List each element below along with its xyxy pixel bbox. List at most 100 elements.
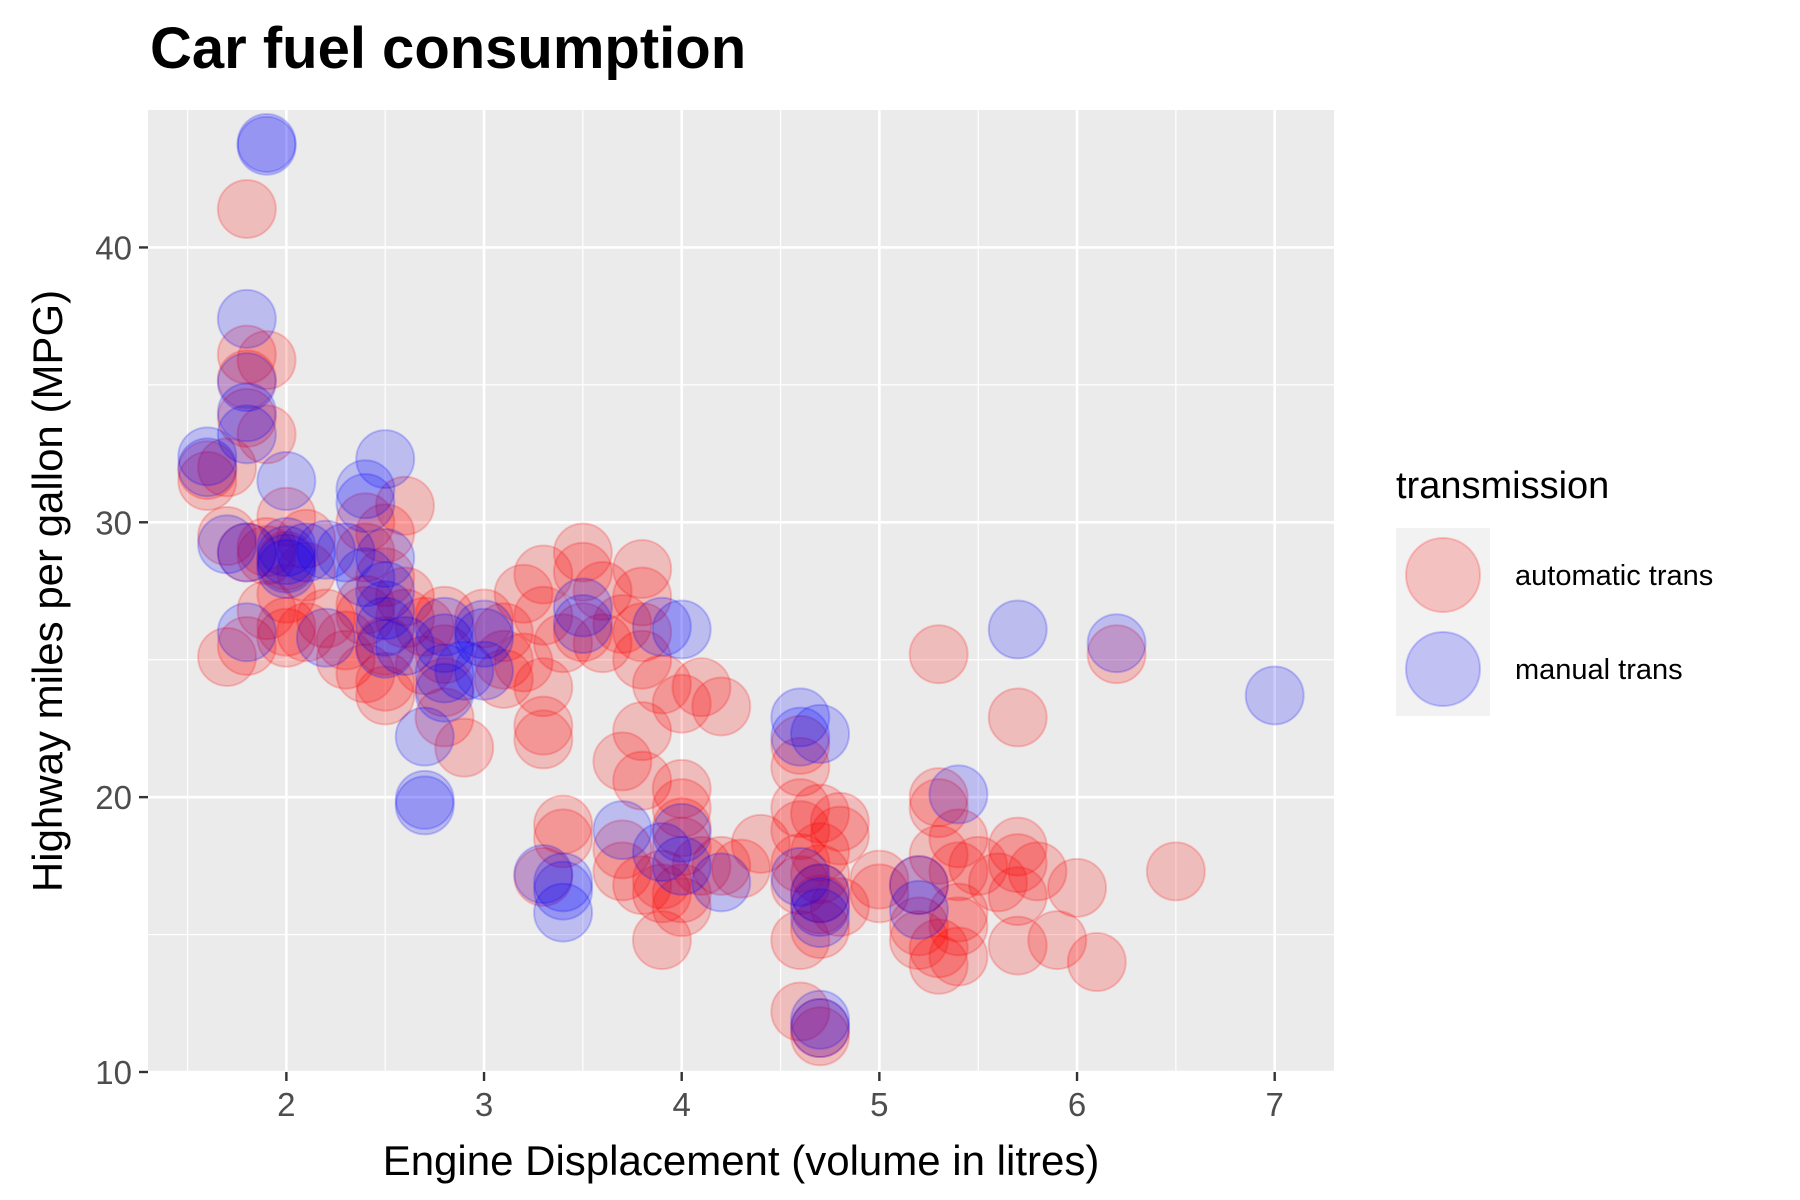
data-point-automatic-trans: [691, 676, 752, 737]
data-point-automatic-trans: [770, 981, 831, 1042]
data-point-automatic-trans: [1066, 932, 1127, 993]
data-point-automatic-trans: [612, 750, 673, 811]
data-point-manual-trans: [335, 473, 396, 534]
data-point-automatic-trans: [730, 813, 791, 874]
data-point-automatic-trans: [513, 846, 574, 907]
data-point-automatic-trans: [651, 877, 712, 938]
data-point-automatic-trans: [770, 833, 831, 894]
data-point-manual-trans: [355, 528, 416, 589]
data-point-manual-trans: [216, 602, 277, 663]
data-point-automatic-trans: [790, 899, 851, 960]
data-point-automatic-trans: [197, 506, 258, 567]
data-point-manual-trans: [454, 640, 515, 701]
data-point-automatic-trans: [790, 844, 851, 905]
data-point-automatic-trans: [612, 701, 673, 762]
data-point-manual-trans: [256, 539, 317, 600]
data-point-manual-trans: [216, 522, 277, 583]
data-point-automatic-trans: [809, 805, 870, 866]
data-point-automatic-trans: [809, 877, 870, 938]
data-point-automatic-trans: [987, 833, 1048, 894]
data-point-manual-trans: [216, 352, 277, 413]
data-point-automatic-trans: [908, 934, 969, 995]
data-point-automatic-trans: [394, 635, 455, 696]
data-point-manual-trans: [374, 615, 435, 676]
data-point-automatic-trans: [987, 687, 1048, 748]
data-point-automatic-trans: [928, 882, 989, 943]
data-point-automatic-trans: [651, 673, 712, 734]
data-point-automatic-trans: [473, 602, 534, 663]
data-point-automatic-trans: [651, 816, 712, 877]
data-point-automatic-trans: [1145, 841, 1206, 902]
x-tick-label: 2: [277, 1086, 295, 1123]
data-point-automatic-trans: [948, 835, 1009, 896]
data-point-automatic-trans: [809, 791, 870, 852]
data-point-manual-trans: [631, 822, 692, 883]
data-point-automatic-trans: [888, 896, 949, 957]
data-point-automatic-trans: [276, 602, 337, 663]
data-point-automatic-trans: [888, 855, 949, 916]
data-point-automatic-trans: [1047, 857, 1108, 918]
data-point-manual-trans: [770, 846, 831, 907]
y-axis-title: Highway miles per gallon (MPG): [24, 290, 71, 892]
data-point-manual-trans: [256, 525, 317, 586]
data-point-manual-trans: [434, 640, 495, 701]
data-point-automatic-trans: [513, 544, 574, 605]
data-point-manual-trans: [256, 451, 317, 512]
data-point-automatic-trans: [216, 324, 277, 385]
legend-key-manual-trans: [1405, 631, 1481, 707]
data-point-manual-trans: [315, 522, 376, 583]
data-point-automatic-trans: [908, 624, 969, 685]
data-point-automatic-trans: [671, 835, 732, 896]
data-point-manual-trans: [651, 599, 712, 660]
data-point-automatic-trans: [256, 596, 317, 657]
data-point-automatic-trans: [770, 800, 831, 861]
data-point-automatic-trans: [216, 522, 277, 583]
data-point-automatic-trans: [849, 849, 910, 910]
data-point-manual-trans: [533, 852, 594, 913]
data-point-automatic-trans: [631, 849, 692, 910]
legend-key-automatic-trans: [1405, 537, 1481, 613]
data-point-automatic-trans: [414, 585, 475, 646]
data-point-automatic-trans: [790, 998, 851, 1059]
data-point-automatic-trans: [493, 632, 554, 693]
data-point-manual-trans: [533, 860, 594, 921]
data-point-automatic-trans: [197, 437, 258, 498]
chart-title: Car fuel consumption: [150, 16, 746, 81]
data-point-automatic-trans: [928, 896, 989, 957]
data-point-automatic-trans: [355, 615, 416, 676]
data-point-manual-trans: [790, 989, 851, 1050]
data-point-manual-trans: [454, 599, 515, 660]
data-point-automatic-trans: [394, 596, 455, 657]
data-point-manual-trans: [335, 547, 396, 608]
data-point-manual-trans: [513, 844, 574, 905]
data-point-automatic-trans: [790, 783, 851, 844]
data-point-automatic-trans: [355, 503, 416, 564]
data-point-automatic-trans: [711, 838, 771, 899]
data-point-automatic-trans: [691, 835, 752, 896]
data-point-automatic-trans: [790, 863, 851, 924]
data-point-manual-trans: [256, 517, 317, 578]
data-point-manual-trans: [394, 706, 455, 767]
data-point-automatic-trans: [414, 624, 475, 685]
data-point-automatic-trans: [1007, 841, 1068, 902]
legend-label-automatic-trans: automatic trans: [1515, 560, 1713, 592]
data-point-automatic-trans: [612, 629, 673, 690]
legend-title: transmission: [1396, 465, 1609, 507]
data-point-manual-trans: [355, 618, 416, 679]
plot-panel: [148, 110, 1334, 1072]
data-point-automatic-trans: [552, 602, 613, 663]
y-tick-label: 30: [95, 504, 132, 541]
data-point-automatic-trans: [592, 731, 653, 792]
data-point-manual-trans: [256, 533, 317, 594]
data-point-automatic-trans: [1086, 624, 1147, 685]
data-point-automatic-trans: [335, 492, 396, 553]
data-point-automatic-trans: [592, 819, 653, 880]
x-tick-label: 3: [475, 1086, 493, 1123]
data-point-automatic-trans: [552, 522, 613, 583]
data-point-manual-trans: [552, 577, 613, 638]
data-point-automatic-trans: [987, 866, 1048, 927]
data-point-manual-trans: [928, 764, 989, 825]
data-point-manual-trans: [414, 662, 475, 723]
data-point-automatic-trans: [513, 709, 574, 770]
data-point-automatic-trans: [533, 808, 594, 869]
